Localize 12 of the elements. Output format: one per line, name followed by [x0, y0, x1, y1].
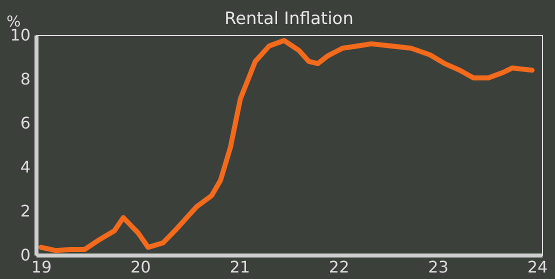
y-tick-label: 2	[20, 202, 30, 220]
x-tick-label: 20	[130, 258, 151, 276]
y-tick-label: 8	[20, 70, 30, 88]
chart-title: Rental Inflation	[224, 9, 354, 29]
y-tick-label: 0	[20, 246, 30, 264]
x-tick-label: 23	[428, 258, 449, 276]
x-tick-label: 24	[527, 258, 548, 276]
x-tick-label: 21	[230, 258, 250, 276]
x-tick-label: 19	[31, 258, 52, 276]
x-tick-label: 22	[328, 258, 350, 276]
y-tick-label: 4	[20, 158, 30, 176]
y-tick-label: 6	[20, 114, 30, 132]
